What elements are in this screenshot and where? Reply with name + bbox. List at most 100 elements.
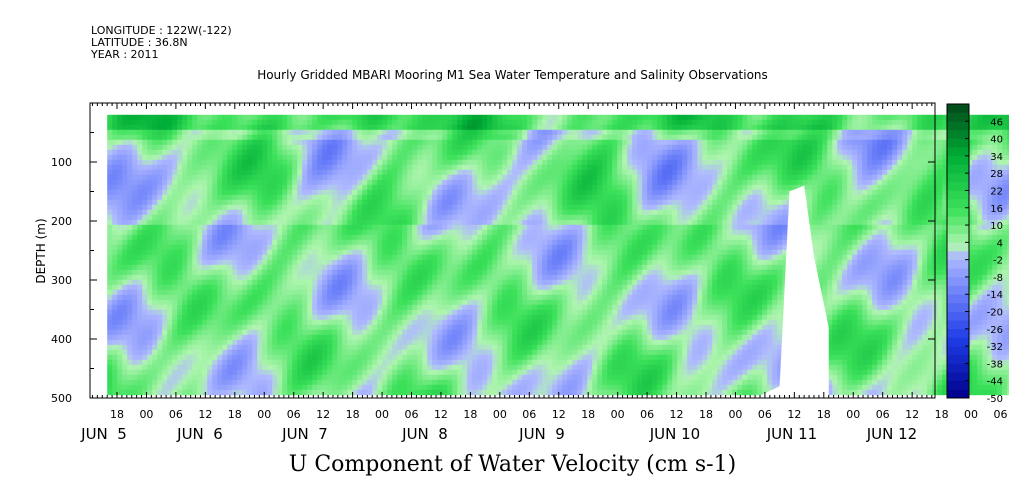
heatmap-cell (507, 224, 513, 231)
heatmap-cell (167, 214, 173, 221)
heatmap-cell (372, 149, 378, 156)
heatmap-cell (137, 279, 143, 286)
heatmap-cell (542, 129, 548, 136)
heatmap-cell (177, 304, 183, 311)
heatmap-cell (387, 229, 393, 236)
heatmap-cell (307, 149, 313, 156)
heatmap-cell (297, 334, 303, 341)
heatmap-cell (472, 359, 478, 366)
heatmap-cell (492, 204, 498, 211)
heatmap-cell (127, 334, 133, 341)
heatmap-cell (147, 209, 153, 216)
heatmap-cell (167, 354, 173, 361)
heatmap-cell (307, 389, 313, 396)
heatmap-cell (427, 319, 433, 326)
heatmap-cell (202, 319, 208, 326)
heatmap-cell (252, 284, 258, 291)
heatmap-cell (362, 264, 368, 271)
heatmap-cell (272, 124, 278, 131)
heatmap-cell (252, 164, 258, 171)
heatmap-cell (377, 274, 383, 281)
heatmap-cell (327, 274, 333, 281)
heatmap-cell (432, 304, 438, 311)
heatmap-cell (127, 154, 133, 161)
heatmap-cell (372, 154, 378, 161)
heatmap-cell (252, 259, 258, 266)
heatmap-cell (447, 149, 453, 156)
heatmap-cell (542, 339, 548, 346)
heatmap-cell (172, 294, 178, 301)
heatmap-cell (392, 274, 398, 281)
heatmap-cell (222, 364, 228, 371)
heatmap-cell (287, 144, 293, 151)
heatmap-cell (177, 119, 183, 126)
heatmap-cell (382, 329, 388, 336)
heatmap-cell (177, 249, 183, 256)
heatmap-cell (337, 274, 343, 281)
heatmap-cell (197, 199, 203, 206)
heatmap-cell (167, 224, 173, 231)
heatmap-cell (312, 284, 318, 291)
heatmap-cell (317, 214, 323, 221)
heatmap-cell (107, 244, 113, 251)
heatmap-cell (492, 179, 498, 186)
heatmap-cell (337, 354, 343, 361)
heatmap-cell (182, 214, 188, 221)
heatmap-cell (132, 184, 138, 191)
heatmap-cell (372, 284, 378, 291)
heatmap-cell (352, 259, 358, 266)
heatmap-cell (202, 244, 208, 251)
heatmap-cell (237, 159, 243, 166)
heatmap-cell (492, 379, 498, 386)
heatmap-cell (162, 299, 168, 306)
heatmap-cell (412, 124, 418, 131)
heatmap-cell (477, 324, 483, 331)
heatmap-cell (262, 164, 268, 171)
heatmap-cell (497, 294, 503, 301)
heatmap-cell (167, 239, 173, 246)
heatmap-cell (347, 324, 353, 331)
heatmap-cell (137, 389, 143, 396)
heatmap-cell (247, 194, 253, 201)
heatmap-cell (417, 129, 423, 136)
heatmap-cell (407, 154, 413, 161)
heatmap-cell (292, 349, 298, 356)
heatmap-cell (372, 334, 378, 341)
heatmap-cell (492, 349, 498, 356)
heatmap-cell (397, 184, 403, 191)
heatmap-cell (367, 369, 373, 376)
heatmap-cell (447, 219, 453, 226)
heatmap-cell (292, 129, 298, 136)
heatmap-cell (132, 139, 138, 146)
heatmap-cell (472, 389, 478, 396)
heatmap-cell (197, 314, 203, 321)
heatmap-cell (257, 374, 263, 381)
heatmap-cell (137, 379, 143, 386)
heatmap-cell (457, 209, 463, 216)
heatmap-cell (322, 294, 328, 301)
heatmap-cell (427, 184, 433, 191)
heatmap-cell (222, 214, 228, 221)
heatmap-cell (282, 169, 288, 176)
heatmap-cell (517, 204, 523, 211)
heatmap-cell (447, 234, 453, 241)
heatmap-cell (452, 244, 458, 251)
heatmap-cell (297, 279, 303, 286)
heatmap-cell (392, 324, 398, 331)
heatmap-cell (497, 189, 503, 196)
heatmap-cell (412, 149, 418, 156)
heatmap-cell (417, 179, 423, 186)
heatmap-cell (277, 284, 283, 291)
heatmap-cell (282, 284, 288, 291)
heatmap-cell (442, 134, 448, 141)
heatmap-cell (282, 264, 288, 271)
heatmap-cell (307, 224, 313, 231)
heatmap-cell (402, 274, 408, 281)
heatmap-cell (302, 219, 308, 226)
heatmap-cell (492, 359, 498, 366)
heatmap-cell (252, 254, 258, 261)
heatmap-cell (292, 344, 298, 351)
heatmap-cell (207, 334, 213, 341)
heatmap-cell (172, 369, 178, 376)
heatmap-cell (492, 344, 498, 351)
